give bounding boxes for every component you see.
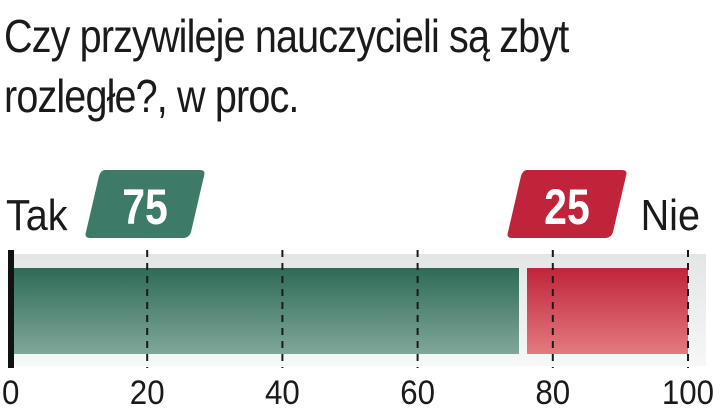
tick-label-40: 40 xyxy=(265,373,300,410)
bar-tak xyxy=(12,268,519,354)
tick-label-20: 20 xyxy=(130,373,165,410)
chart-title: Czy przywileje nauczycieli są zbyt rozleg… xyxy=(4,10,569,122)
nie-value-label: 25 xyxy=(544,179,590,235)
series-name-tak: Tak xyxy=(6,190,68,239)
tak-badge xyxy=(85,170,205,238)
tick-label-0: 0 xyxy=(2,373,19,410)
tick-label-60: 60 xyxy=(400,373,435,410)
tak-value-label: 75 xyxy=(122,179,168,235)
tick-label-80: 80 xyxy=(535,373,570,410)
axis-zero-line xyxy=(8,250,14,368)
series-name-nie: Nie xyxy=(641,190,700,239)
tick-label-100: 100 xyxy=(662,373,714,410)
bar-nie xyxy=(527,268,688,354)
nie-badge xyxy=(507,170,627,238)
